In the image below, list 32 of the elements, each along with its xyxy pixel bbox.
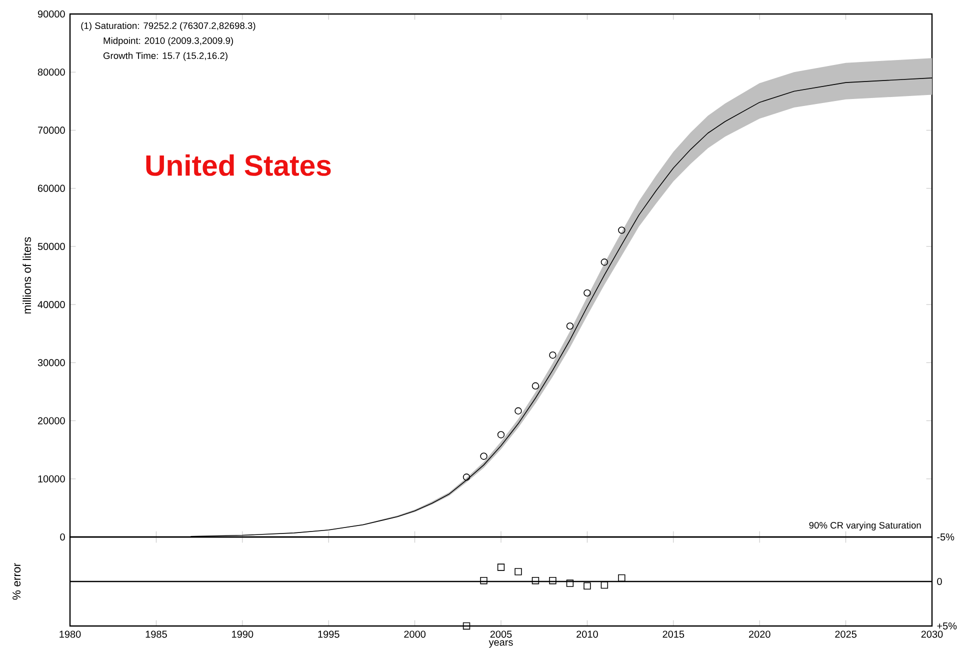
- y-tick-label: 50000: [38, 242, 65, 250]
- x-axis-title: years: [488, 640, 513, 648]
- annotation: Midpoint: 2010 (2009.3,2009.9): [104, 37, 234, 46]
- x-tick-label: 2010: [576, 630, 598, 638]
- y-tick-label: 0: [937, 578, 942, 586]
- x-tick-label: 1980: [60, 630, 81, 638]
- x-tick-label: 2025: [835, 630, 856, 638]
- annotation: (1) Saturation: 79252.2 (76307.2,82698.3): [81, 22, 256, 31]
- y-tick-label: 70000: [38, 126, 65, 134]
- y-tick-label: 10000: [38, 475, 65, 482]
- y-tick-label: 20000: [38, 417, 65, 424]
- x-tick-label: 2020: [748, 630, 770, 638]
- y-axis-title: millions of liters: [22, 237, 31, 314]
- x-tick-label: 2030: [921, 630, 943, 638]
- x-tick-label: 1990: [232, 630, 254, 638]
- y-axis-title: % error: [12, 563, 21, 600]
- y-tick-label: 30000: [38, 359, 65, 366]
- x-tick-label: 2005: [490, 630, 512, 638]
- text: United States: [146, 154, 331, 176]
- x-tick-label: 1995: [318, 630, 340, 638]
- annotation: Growth Time: 15.7 (15.2,16.2): [103, 52, 228, 61]
- y-tick-label: 90000: [38, 10, 65, 18]
- y-tick-label: 80000: [38, 68, 65, 76]
- y-tick-label: 40000: [38, 301, 65, 308]
- y-tick-label: +5%: [937, 622, 957, 630]
- y-tick-label: 60000: [38, 184, 65, 192]
- x-tick-label: 2000: [404, 630, 426, 638]
- x-tick-label: 1985: [146, 630, 167, 638]
- annotation: 90% CR varying Saturation: [809, 522, 921, 530]
- y-tick-label: -5%: [937, 533, 954, 541]
- x-tick-label: 2015: [662, 630, 684, 638]
- y-tick-label: 0: [60, 533, 65, 541]
